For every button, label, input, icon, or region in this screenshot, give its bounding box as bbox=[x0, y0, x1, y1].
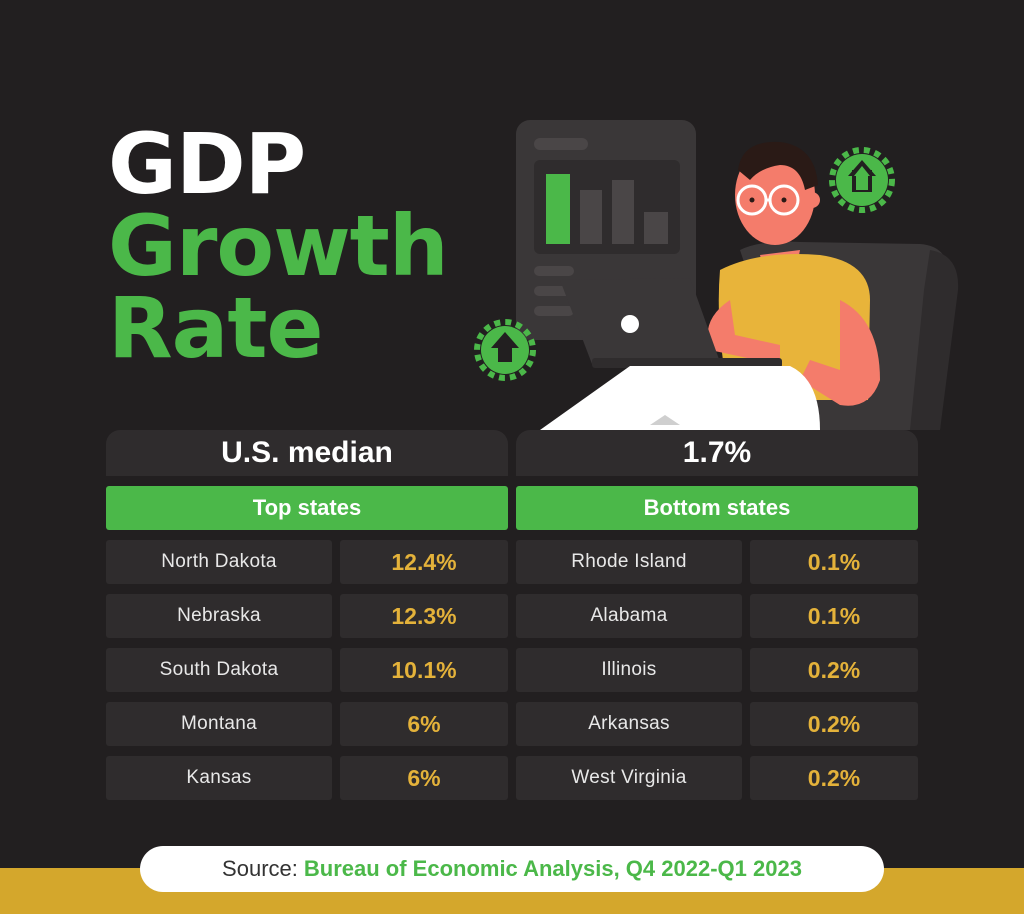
top-state-name: Montana bbox=[106, 702, 332, 746]
top-state-value: 6% bbox=[340, 756, 508, 800]
bottom-state-value: 0.2% bbox=[750, 648, 918, 692]
bottom-state-name: West Virginia bbox=[516, 756, 742, 800]
bottom-state-name: Alabama bbox=[516, 594, 742, 638]
source-pill: Source: Bureau of Economic Analysis, Q4 … bbox=[140, 846, 884, 892]
dashboard-panel-icon bbox=[516, 120, 696, 340]
top-state-value: 12.4% bbox=[340, 540, 508, 584]
top-state-value: 6% bbox=[340, 702, 508, 746]
top-state-value: 12.3% bbox=[340, 594, 508, 638]
illustration bbox=[474, 120, 959, 430]
top-state-name: Nebraska bbox=[106, 594, 332, 638]
top-state-name: North Dakota bbox=[106, 540, 332, 584]
bottom-state-value: 0.1% bbox=[750, 594, 918, 638]
top-state-value: 10.1% bbox=[340, 648, 508, 692]
bottom-state-name: Illinois bbox=[516, 648, 742, 692]
up-arrow-badge-icon bbox=[474, 319, 536, 381]
title-line-2: Growth bbox=[108, 197, 449, 295]
up-arrow-badge-icon bbox=[829, 147, 895, 213]
bottom-state-value: 0.2% bbox=[750, 702, 918, 746]
title-line-1: GDP bbox=[108, 115, 306, 213]
source-label: Source: bbox=[222, 856, 298, 881]
person-icon bbox=[540, 141, 880, 430]
bottom-state-name: Rhode Island bbox=[516, 540, 742, 584]
top-state-name: Kansas bbox=[106, 756, 332, 800]
source-text: Bureau of Economic Analysis, Q4 2022-Q1 … bbox=[303, 856, 802, 881]
bottom-state-name: Arkansas bbox=[516, 702, 742, 746]
bottom-states-header: Bottom states bbox=[516, 486, 918, 530]
bottom-state-value: 0.1% bbox=[750, 540, 918, 584]
median-label: U.S. median bbox=[106, 430, 508, 476]
top-states-header: Top states bbox=[106, 486, 508, 530]
median-value: 1.7% bbox=[516, 430, 918, 476]
bottom-state-value: 0.2% bbox=[750, 756, 918, 800]
top-state-name: South Dakota bbox=[106, 648, 332, 692]
title-line-3: Rate bbox=[108, 279, 323, 377]
